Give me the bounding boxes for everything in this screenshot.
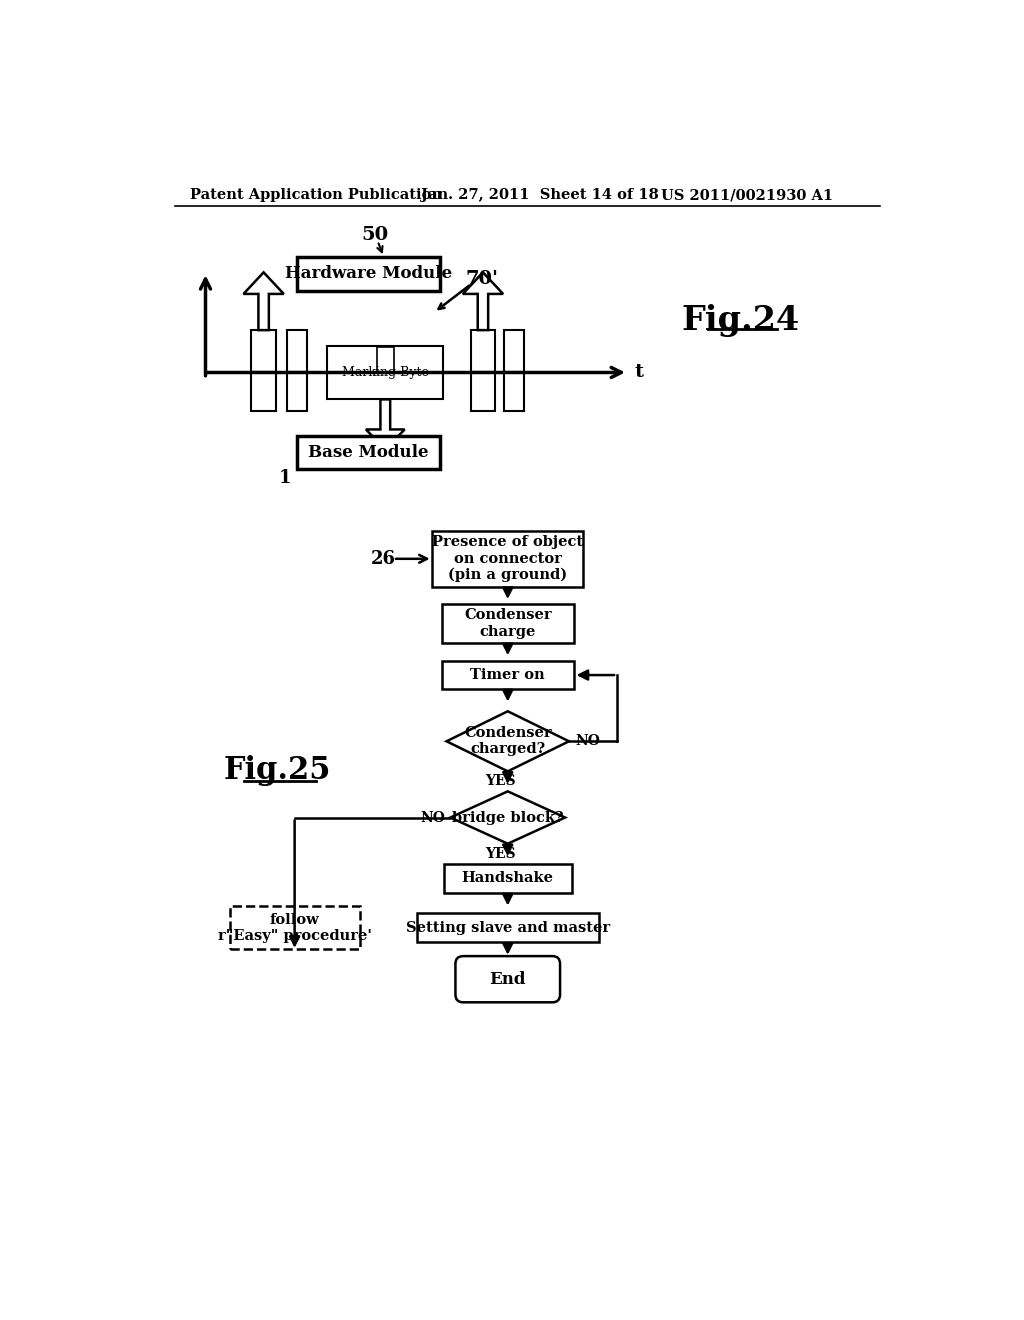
Text: Setting slave and master: Setting slave and master: [406, 920, 610, 935]
Bar: [288, 372, 306, 411]
Text: YES: YES: [484, 846, 515, 861]
Text: 50: 50: [360, 227, 388, 244]
Polygon shape: [446, 711, 569, 771]
FancyBboxPatch shape: [432, 531, 584, 586]
Text: NO: NO: [421, 810, 445, 825]
Text: US 2011/0021930 A1: US 2011/0021930 A1: [662, 189, 834, 202]
Text: follow
r"Easy" procedure': follow r"Easy" procedure': [218, 912, 372, 942]
Text: 26: 26: [372, 550, 396, 568]
Bar: [471, 372, 496, 411]
Text: YES: YES: [484, 775, 515, 788]
Text: bridge block?: bridge block?: [452, 810, 563, 825]
Polygon shape: [451, 792, 565, 843]
Bar: [504, 330, 523, 372]
Text: Fig.25: Fig.25: [224, 755, 331, 785]
FancyBboxPatch shape: [297, 257, 440, 290]
FancyBboxPatch shape: [297, 436, 440, 470]
Text: Timer on: Timer on: [470, 668, 545, 682]
Polygon shape: [463, 272, 503, 330]
Text: Hardware Module: Hardware Module: [285, 265, 452, 282]
Polygon shape: [244, 272, 284, 330]
Text: NO: NO: [575, 734, 600, 748]
Text: t: t: [634, 363, 643, 381]
FancyBboxPatch shape: [229, 907, 359, 949]
Text: Fig.24: Fig.24: [681, 304, 800, 337]
Bar: [251, 330, 276, 372]
FancyBboxPatch shape: [328, 346, 443, 400]
Bar: [288, 330, 306, 372]
Bar: [377, 347, 394, 372]
Text: Jan. 27, 2011  Sheet 14 of 18: Jan. 27, 2011 Sheet 14 of 18: [421, 189, 658, 202]
FancyBboxPatch shape: [417, 913, 599, 942]
Text: 70': 70': [465, 271, 498, 288]
FancyBboxPatch shape: [456, 956, 560, 1002]
FancyBboxPatch shape: [442, 661, 573, 689]
FancyBboxPatch shape: [443, 863, 571, 892]
Bar: [471, 330, 496, 372]
Text: Handshake: Handshake: [462, 871, 554, 886]
Text: Base Module: Base Module: [308, 444, 428, 461]
Text: Patent Application Publication: Patent Application Publication: [190, 189, 442, 202]
Text: Condenser
charge: Condenser charge: [464, 609, 552, 639]
FancyBboxPatch shape: [442, 605, 573, 643]
Bar: [251, 372, 276, 411]
Text: Presence of object
on connector
(pin a ground): Presence of object on connector (pin a g…: [432, 536, 584, 582]
Polygon shape: [366, 400, 404, 449]
Text: 1: 1: [279, 469, 291, 487]
Text: End: End: [489, 970, 526, 987]
Text: Condenser
charged?: Condenser charged?: [464, 726, 552, 756]
Text: Marking Byte: Marking Byte: [342, 366, 429, 379]
Bar: [504, 372, 523, 411]
